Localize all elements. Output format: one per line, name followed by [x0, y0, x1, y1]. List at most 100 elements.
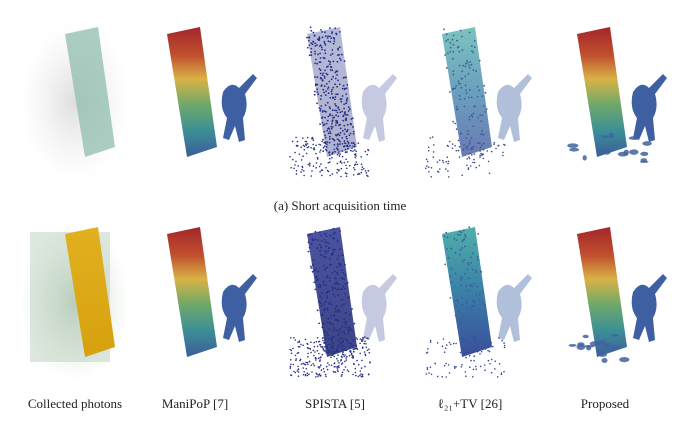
point — [334, 27, 337, 30]
point — [293, 167, 295, 170]
point — [365, 343, 367, 345]
point — [355, 344, 358, 347]
point — [462, 338, 465, 340]
wall — [442, 27, 492, 157]
point — [322, 138, 324, 141]
point — [320, 292, 323, 294]
panel — [20, 22, 130, 182]
point — [466, 59, 468, 62]
point — [319, 44, 322, 47]
point — [465, 356, 467, 359]
point — [310, 42, 313, 45]
point — [323, 130, 326, 133]
point — [306, 372, 309, 375]
point — [461, 174, 464, 177]
point — [352, 150, 354, 152]
point — [364, 340, 366, 343]
point — [345, 119, 347, 122]
point — [326, 297, 328, 300]
point — [327, 242, 330, 245]
panel — [568, 227, 667, 363]
point — [314, 238, 317, 241]
point — [345, 320, 348, 323]
point — [319, 286, 321, 289]
point — [357, 363, 360, 366]
point — [290, 352, 293, 355]
point — [470, 136, 473, 139]
point — [295, 358, 298, 360]
point — [341, 277, 344, 280]
point — [447, 52, 449, 55]
point — [465, 300, 468, 303]
point — [332, 336, 335, 339]
point — [321, 117, 323, 119]
point — [336, 239, 339, 242]
point — [323, 145, 326, 148]
point — [341, 345, 343, 348]
point — [447, 364, 450, 366]
point — [303, 371, 306, 373]
point — [307, 250, 310, 253]
point — [502, 154, 504, 157]
panel — [289, 227, 397, 378]
point — [448, 140, 451, 143]
point — [471, 153, 473, 156]
point — [364, 354, 367, 357]
point — [342, 129, 344, 132]
point — [462, 239, 465, 241]
point — [325, 352, 328, 354]
point — [325, 90, 327, 93]
point — [336, 258, 339, 261]
point — [336, 168, 339, 171]
point — [339, 131, 342, 134]
point — [326, 321, 329, 324]
point — [445, 344, 448, 346]
point — [319, 108, 322, 110]
point — [292, 363, 295, 366]
point — [302, 137, 304, 139]
point — [447, 145, 450, 147]
point — [473, 301, 476, 304]
point — [477, 116, 479, 119]
point — [310, 29, 313, 32]
point — [457, 45, 460, 48]
point — [349, 313, 352, 316]
debris — [586, 345, 592, 351]
debris — [567, 143, 579, 148]
point — [314, 84, 317, 87]
point — [346, 129, 349, 131]
point — [330, 303, 333, 306]
point — [479, 340, 482, 342]
point — [338, 108, 341, 111]
point — [339, 111, 342, 114]
point — [429, 339, 432, 342]
point — [332, 293, 335, 296]
point — [464, 84, 467, 87]
point — [310, 265, 312, 268]
point — [302, 367, 305, 369]
point — [482, 105, 485, 107]
point — [479, 146, 482, 149]
point — [308, 164, 311, 167]
point — [328, 328, 331, 331]
point — [312, 31, 315, 34]
point — [347, 341, 349, 343]
point — [321, 254, 323, 257]
point — [312, 263, 314, 266]
point — [463, 259, 466, 261]
point — [327, 40, 330, 43]
point — [436, 161, 439, 163]
person — [496, 74, 532, 142]
point — [356, 359, 358, 362]
point — [337, 309, 339, 311]
point — [334, 371, 337, 373]
point — [339, 265, 342, 268]
column-label: ℓ₂₁+TV [26] — [438, 396, 503, 411]
panel — [567, 27, 667, 163]
point — [460, 284, 463, 287]
point — [314, 288, 317, 291]
point — [314, 42, 317, 45]
point — [342, 337, 345, 340]
point — [304, 373, 307, 376]
point — [477, 142, 479, 144]
